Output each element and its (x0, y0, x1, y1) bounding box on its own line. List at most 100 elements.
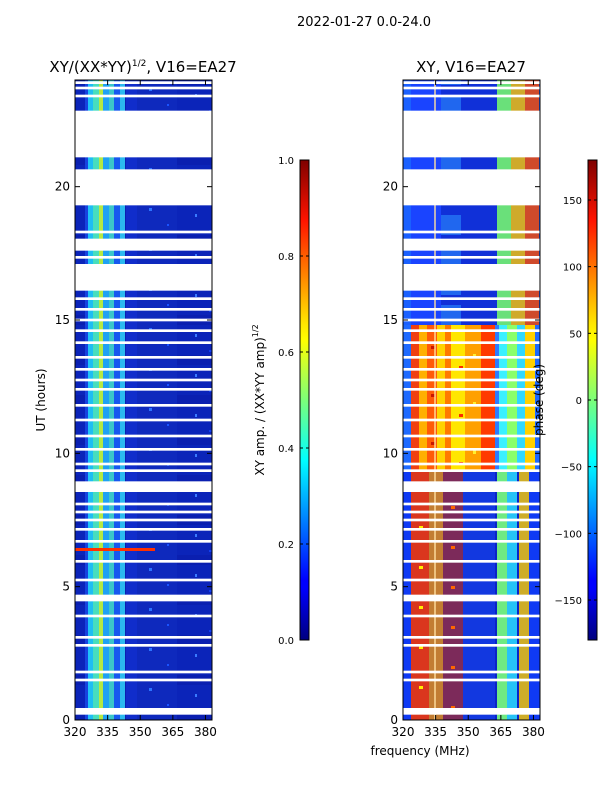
phase-flagged-gap (403, 510, 540, 514)
phase-flagged-gap (403, 378, 540, 382)
amplitude-flagged-gap (75, 528, 212, 531)
amplitude-flagged-gap (75, 560, 212, 563)
phase-flagged-gap (403, 238, 540, 251)
amplitude-y-axis: 0 5 10 15 20 (55, 180, 212, 727)
amplitude-flagged-gap (75, 356, 212, 359)
phase-flagged-gap (403, 469, 540, 472)
amplitude-colorbar-tick-label: 0.2 (278, 540, 294, 551)
phase-flagged-gap (403, 502, 540, 506)
amplitude-colorbar: 0.0 0.2 0.4 0.6 0.8 1.0 XY amp. / (XX*YY amp)… (251, 156, 310, 647)
phase-flagged-gap (403, 636, 540, 639)
amplitude-flagged-gap (75, 341, 212, 344)
amplitude-flagged-gap (75, 469, 212, 472)
amplitude-x-tick-label: 335 (96, 725, 119, 739)
phase-flagged-gap (403, 670, 540, 674)
phase-flagged-gap (403, 578, 540, 582)
amplitude-flagged-gap (75, 264, 212, 291)
phase-flagged-gap (403, 678, 540, 682)
amplitude-plot-frame (74, 79, 213, 721)
amplitude-flagged-gaps (75, 81, 212, 715)
amplitude-flagged-gap (75, 238, 212, 251)
amplitude-flagged-gap (75, 297, 212, 300)
phase-flagged-gap (403, 644, 540, 647)
amplitude-rfi-stripe (75, 548, 155, 551)
amplitude-flagged-gap (75, 708, 212, 715)
phase-flagged-gap (403, 264, 540, 291)
phase-flagged-gap (403, 169, 540, 206)
phase-colorbar-tick-label: −150 (555, 596, 582, 607)
phase-flagged-gaps (403, 81, 540, 715)
phase-y-tick-label: 15 (383, 313, 398, 327)
amplitude-flagged-gap (75, 434, 212, 438)
phase-colorbar-tick-label: 100 (563, 263, 582, 274)
amplitude-colorbar-label-sup: 1/2 (251, 324, 260, 337)
phase-flagged-gap (403, 448, 540, 451)
phase-flagged-gap (403, 329, 540, 332)
amplitude-x-tick-label: 380 (194, 725, 217, 739)
amplitude-flagged-gap (75, 594, 212, 602)
amplitude-flagged-gap (75, 636, 212, 639)
amplitude-title-sup: 1/2 (132, 59, 146, 69)
figure-title: 2022-01-27 0.0-24.0 (297, 15, 431, 30)
amplitude-flagged-gap (75, 404, 212, 407)
phase-flagged-gap (403, 481, 540, 492)
phase-y-tick-label: 10 (383, 446, 398, 460)
phase-flagged-gap (403, 540, 540, 543)
amplitude-flagged-gap (75, 378, 212, 382)
amplitude-flagged-gap (75, 481, 212, 492)
phase-flagged-gap (403, 368, 540, 371)
phase-rfi-column (434, 80, 436, 720)
amplitude-panel: XY/(XX*YY)1/2, V16=EA27 320 335 350 365 380 … (34, 58, 237, 739)
amplitude-flagged-gap (75, 329, 212, 332)
phase-panel: XY, V16=EA27 320 335 350 365 380 0 5 10 15 20 (383, 58, 545, 739)
phase-colorbar-ticks: −150 −100 −50 0 50 100 150 (555, 196, 597, 607)
amplitude-y-tick-label: 5 (62, 580, 70, 594)
amplitude-x-tick-label: 320 (64, 725, 87, 739)
phase-flagged-gap (403, 418, 540, 422)
phase-flagged-gap (403, 94, 540, 98)
phase-flagged-gap (403, 318, 540, 322)
phase-flagged-gap (403, 594, 540, 602)
amplitude-colorbar-tick-label: 0.4 (278, 444, 294, 455)
amplitude-y-tick-label: 0 (62, 713, 70, 727)
amplitude-flagged-gap (75, 81, 212, 84)
amplitude-flagged-gap (75, 256, 212, 259)
amplitude-colorbar-tick-label: 1.0 (278, 156, 294, 167)
phase-flagged-gap (403, 297, 540, 300)
phase-flagged-gap (403, 388, 540, 391)
amplitude-x-axis: 320 335 350 365 380 (64, 80, 217, 739)
phase-x-tick-label: 335 (424, 725, 447, 739)
amplitude-flagged-gap (75, 644, 212, 647)
amplitude-colorbar-tick-label: 0.8 (278, 252, 294, 263)
amplitude-flagged-gap (75, 169, 212, 206)
amplitude-flagged-gap (75, 110, 212, 158)
amplitude-flagged-gap (75, 670, 212, 674)
phase-flagged-gap (403, 528, 540, 531)
phase-y-axis: 0 5 10 15 20 (383, 180, 540, 727)
amplitude-flagged-gap (75, 678, 212, 682)
amplitude-x-tick-label: 365 (161, 725, 184, 739)
amplitude-colorbar-label-main: XY amp. / (XX*YY amp) (253, 337, 267, 475)
amplitude-colorbar-label: XY amp. / (XX*YY amp)1/2 (251, 324, 267, 475)
phase-panel-title: XY, V16=EA27 (416, 58, 526, 76)
phase-flagged-gap (403, 708, 540, 715)
amplitude-flagged-gap (75, 86, 212, 90)
phase-flagged-gap (403, 614, 540, 618)
phase-flagged-gap (403, 462, 540, 466)
phase-x-tick-label: 380 (522, 725, 545, 739)
amplitude-flagged-gap (75, 230, 212, 234)
phase-y-tick-label: 0 (390, 713, 398, 727)
phase-flagged-gap (403, 404, 540, 407)
amplitude-flagged-gap (75, 502, 212, 506)
amplitude-colorbar-tick-label: 0.6 (278, 348, 294, 359)
amplitude-flagged-gap (75, 462, 212, 466)
amplitude-colorbar-gradient (299, 159, 310, 641)
phase-flagged-gap (403, 308, 540, 311)
phase-colorbar-tick-label: −100 (555, 529, 582, 540)
phase-y-tick-label: 5 (390, 580, 398, 594)
amplitude-flagged-gap (75, 510, 212, 514)
phase-x-tick-label: 365 (489, 725, 512, 739)
phase-flagged-gap (403, 86, 540, 90)
phase-flagged-gap (403, 256, 540, 259)
phase-flagged-gap (403, 341, 540, 344)
